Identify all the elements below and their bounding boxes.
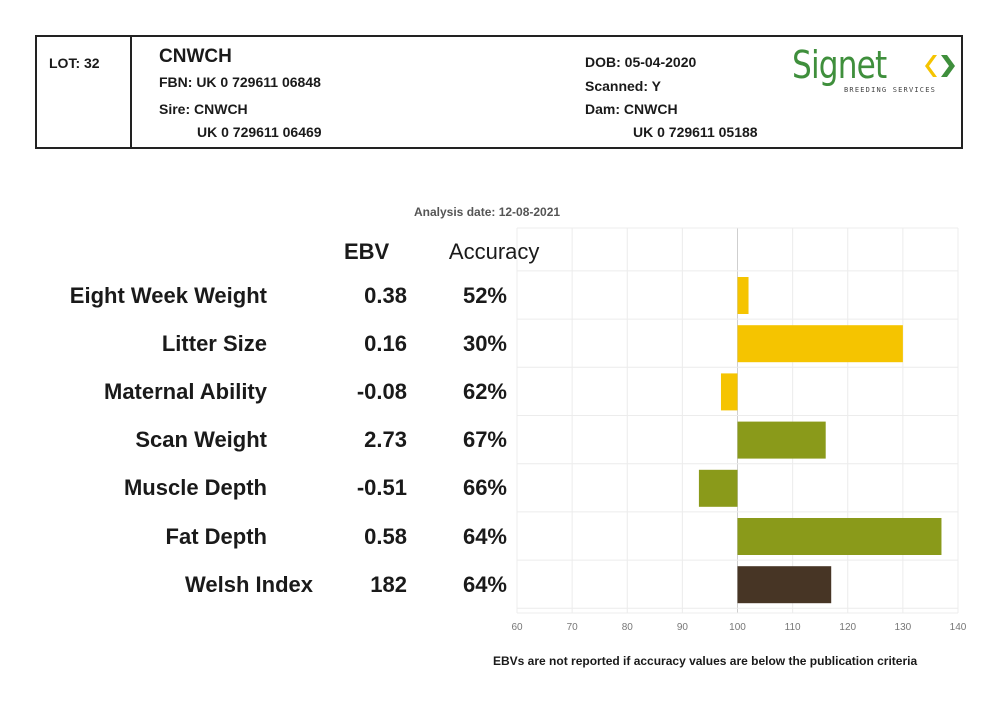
tick-label: 140 (950, 622, 967, 633)
tick-label: 120 (839, 622, 856, 633)
scanned-status: Scanned: Y (585, 78, 661, 94)
ebv-value-litter-size: 0.16 (364, 330, 407, 356)
ebv-value-welsh-index: 182 (370, 571, 407, 597)
sire-id: UK 0 729611 06469 (197, 124, 322, 140)
ebv-value-maternal-ability: -0.08 (356, 378, 407, 404)
trait-label-eight-week-weight: Eight Week Weight (69, 282, 267, 308)
logo-wordmark: Signet (792, 43, 887, 87)
accuracy-value-scan-weight: 67% (462, 427, 507, 453)
ebv-value-eight-week-weight: 0.38 (364, 282, 407, 308)
bar-scan-weight (737, 421, 826, 459)
trait-label-muscle-depth: Muscle Depth (123, 475, 267, 501)
bar-muscle-depth (698, 469, 738, 507)
accuracy-value-welsh-index: 64% (462, 571, 507, 597)
chevron-logo-icon (925, 55, 955, 77)
footnote: EBVs are not reported if accuracy values… (493, 654, 918, 668)
ebv-bar-chart: 60 70 80 90 100 110 120 130 140 (511, 227, 967, 633)
tick-label: 130 (895, 622, 912, 633)
date-of-birth: DOB: 05-04-2020 (585, 54, 697, 70)
trait-label-welsh-index: Welsh Index (185, 571, 313, 597)
sire-name: Sire: CNWCH (159, 101, 248, 117)
lot-number: LOT: 32 (49, 55, 100, 71)
ebv-value-muscle-depth: -0.51 (356, 475, 407, 501)
accuracy-value-fat-depth: 64% (462, 523, 507, 549)
bar-fat-depth (737, 518, 942, 555)
ebv-value-fat-depth: 0.58 (364, 523, 407, 549)
signet-logo: Signet BREEDING SERVICES (792, 43, 955, 99)
tick-label: 110 (785, 622, 801, 633)
ebv-column-header: EBV (344, 239, 390, 264)
animal-info-box: LOT: 32 CNWCH FBN: UK 0 729611 06848 Sir… (35, 35, 963, 149)
bar-maternal-ability (720, 373, 738, 411)
tick-label: 90 (677, 622, 689, 633)
accuracy-column-header: EBV Accuracy (448, 239, 540, 264)
dam-id: UK 0 729611 05188 (633, 124, 758, 140)
fbn-number: FBN: UK 0 729611 06848 (159, 74, 321, 90)
tick-label: 70 (567, 622, 579, 633)
accuracy-value-litter-size: 30% (462, 330, 507, 356)
trait-label-fat-depth: Fat Depth (165, 523, 267, 549)
bar-welsh-index (737, 566, 832, 604)
dam-name: Dam: CNWCH (585, 101, 678, 117)
animal-name: CNWCH (159, 46, 232, 67)
accuracy-value-maternal-ability: 62% (462, 378, 507, 404)
logo-tagline: BREEDING SERVICES (844, 86, 937, 94)
accuracy-value-eight-week-weight: 52% (462, 282, 507, 308)
ebv-value-scan-weight: 2.73 (364, 427, 407, 453)
trait-label-maternal-ability: Maternal Ability (104, 378, 267, 404)
trait-label-litter-size: Litter Size (161, 330, 267, 356)
tick-label: 100 (729, 622, 746, 633)
bar-litter-size (737, 325, 903, 363)
analysis-date: Analysis date: 12-08-2021 (414, 205, 561, 219)
accuracy-value-muscle-depth: 66% (462, 475, 507, 501)
trait-label-scan-weight: Scan Weight (135, 427, 267, 453)
bar-eight-week-weight (737, 277, 749, 314)
tick-label: 80 (622, 622, 634, 633)
tick-label: 60 (511, 622, 523, 633)
lot-cell: LOT: 32 (37, 37, 132, 147)
